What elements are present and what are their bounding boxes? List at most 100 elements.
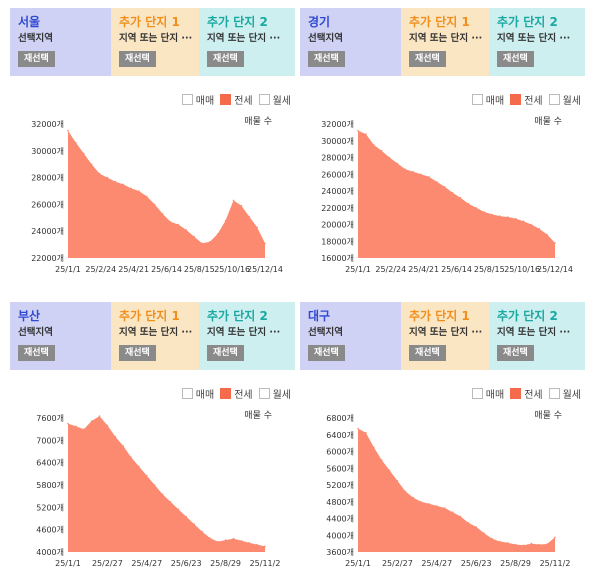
x-tick-label: 25/4/21: [118, 265, 149, 274]
legend-jeonse[interactable]: 전세: [220, 386, 253, 401]
data-point: [380, 459, 383, 461]
checkbox-checked-icon[interactable]: [220, 388, 232, 399]
jeonse-area-series: [358, 130, 555, 258]
data-point: [380, 150, 383, 152]
data-point: [248, 541, 250, 544]
reselect-button[interactable]: 재선택: [119, 345, 156, 361]
legend-jeonse[interactable]: 전세: [510, 386, 543, 401]
x-tick-label: 25/1/1: [345, 265, 371, 274]
x-tick-label: 25/1/1: [55, 559, 81, 568]
legend-jeonse[interactable]: 전세: [220, 92, 253, 107]
data-point: [396, 162, 399, 165]
add-complex-1-column[interactable]: 추가 단지 1 지역 또는 단지 ··· 재선택: [111, 302, 199, 370]
data-point: [483, 211, 485, 213]
checkbox-icon[interactable]: [471, 388, 483, 399]
checkbox-icon[interactable]: [471, 94, 483, 105]
add-complex-1-column[interactable]: 추가 단지 1 지역 또는 단지 ··· 재선택: [401, 8, 489, 76]
checkbox-checked-icon[interactable]: [220, 94, 232, 105]
data-point: [146, 195, 148, 198]
data-point: [114, 435, 117, 438]
legend-sale[interactable]: 매매: [181, 386, 215, 401]
data-point: [161, 213, 164, 215]
add-complex-2-placeholder: 지역 또는 단지 ···: [497, 327, 571, 338]
checkbox-checked-icon[interactable]: [510, 94, 522, 105]
compare-header: 서울 선택지역 재선택 추가 단지 1 지역 또는 단지 ··· 재선택 추가 …: [10, 8, 295, 76]
add-complex-2-column[interactable]: 추가 단지 2 지역 또는 단지 ··· 재선택: [489, 302, 585, 370]
y-tick-label: 30000개: [321, 136, 354, 146]
legend-jeonse[interactable]: 전세: [510, 92, 543, 107]
reselect-button[interactable]: 재선택: [119, 51, 156, 67]
checkbox-checked-icon[interactable]: [510, 388, 522, 399]
reselect-button[interactable]: 재선택: [18, 345, 55, 361]
data-point: [499, 540, 501, 543]
data-point: [428, 503, 430, 505]
checkbox-icon[interactable]: [181, 388, 193, 399]
y-tick-label: 22000개: [321, 203, 354, 213]
data-point: [451, 191, 454, 194]
reselect-button[interactable]: 재선택: [18, 51, 55, 67]
checkbox-icon[interactable]: [258, 94, 270, 105]
x-tick-label: 25/10/16: [504, 265, 540, 274]
legend-sale[interactable]: 매매: [181, 92, 214, 107]
checkbox-icon[interactable]: [181, 94, 193, 105]
data-point: [185, 515, 187, 518]
legend-label: 전세: [234, 96, 253, 107]
data-point: [506, 542, 509, 544]
reselect-button[interactable]: 재선택: [497, 345, 534, 361]
add-complex-2-column[interactable]: 추가 단지 2 지역 또는 단지 ··· 재선택: [199, 302, 295, 370]
add-complex-2-column[interactable]: 추가 단지 2 지역 또는 단지 ··· 재선택: [489, 8, 585, 76]
add-complex-2-column[interactable]: 추가 단지 2 지역 또는 단지 ··· 재선택: [199, 8, 295, 76]
data-point: [514, 217, 517, 220]
y-tick-label: 4000개: [36, 547, 64, 557]
add-complex-1-column[interactable]: 추가 단지 1 지역 또는 단지 ··· 재선택: [401, 302, 489, 370]
region-column[interactable]: 부산 선택지역 재선택: [10, 302, 111, 370]
region-column[interactable]: 서울 선택지역 재선택: [10, 8, 111, 76]
y-tick-label: 26000개: [31, 199, 64, 209]
x-tick-label: 25/8/15: [474, 265, 505, 274]
region-name: 경기: [308, 15, 331, 29]
data-point: [357, 129, 359, 132]
y-tick-label: 30000개: [31, 146, 64, 156]
legend-monthly[interactable]: 월세: [258, 92, 291, 107]
legend-monthly[interactable]: 월세: [258, 386, 291, 401]
chart-area: 6800개 6400개 6000개 5600개 5200개 4800개 4400개 4000개…: [300, 406, 585, 582]
region-column[interactable]: 대구 선택지역 재선택: [300, 302, 401, 370]
data-point: [530, 542, 533, 545]
reselect-button[interactable]: 재선택: [207, 345, 244, 361]
legend-sale[interactable]: 매매: [471, 386, 504, 401]
data-point: [365, 431, 367, 434]
data-point: [193, 523, 195, 525]
data-point: [467, 202, 470, 205]
reselect-button[interactable]: 재선택: [497, 51, 534, 67]
add-complex-1-column[interactable]: 추가 단지 1 지역 또는 단지 ··· 재선택: [111, 8, 199, 76]
data-point: [224, 219, 227, 222]
add-complex-1-title: 추가 단지 1: [119, 309, 180, 323]
legend-monthly[interactable]: 월세: [548, 386, 581, 401]
reselect-button[interactable]: 재선택: [207, 51, 244, 67]
data-point: [264, 242, 266, 245]
data-point: [412, 170, 414, 173]
legend-label: 매매: [485, 96, 505, 107]
checkbox-icon[interactable]: [258, 388, 270, 399]
count-label: 매물 수: [534, 116, 562, 127]
data-point: [169, 501, 172, 503]
checkbox-icon[interactable]: [548, 94, 560, 105]
y-tick-label: 4000개: [326, 530, 354, 540]
reselect-button[interactable]: 재선택: [409, 51, 446, 67]
reselect-button[interactable]: 재선택: [308, 345, 345, 361]
data-point: [522, 544, 525, 547]
area-chart: 6800개 6400개 6000개 5600개 5200개 4800개 4400개 4000개…: [326, 410, 570, 568]
legend-label: 매매: [195, 390, 215, 401]
data-point: [106, 176, 109, 179]
checkbox-icon[interactable]: [548, 388, 560, 399]
count-label: 매물 수: [534, 410, 562, 421]
reselect-button[interactable]: 재선택: [409, 345, 446, 361]
area-chart: 32000개 30000개 28000개 26000개 24000개 22000개 25/1…: [31, 116, 283, 274]
region-column[interactable]: 경기 선택지역 재선택: [300, 8, 401, 76]
legend-sale[interactable]: 매매: [471, 92, 505, 107]
y-tick-label: 32000개: [31, 119, 64, 129]
reselect-button[interactable]: 재선택: [308, 51, 345, 67]
add-complex-1-title: 추가 단지 1: [119, 15, 180, 29]
select-region-label: 선택지역: [308, 327, 343, 338]
legend-monthly[interactable]: 월세: [548, 92, 581, 107]
